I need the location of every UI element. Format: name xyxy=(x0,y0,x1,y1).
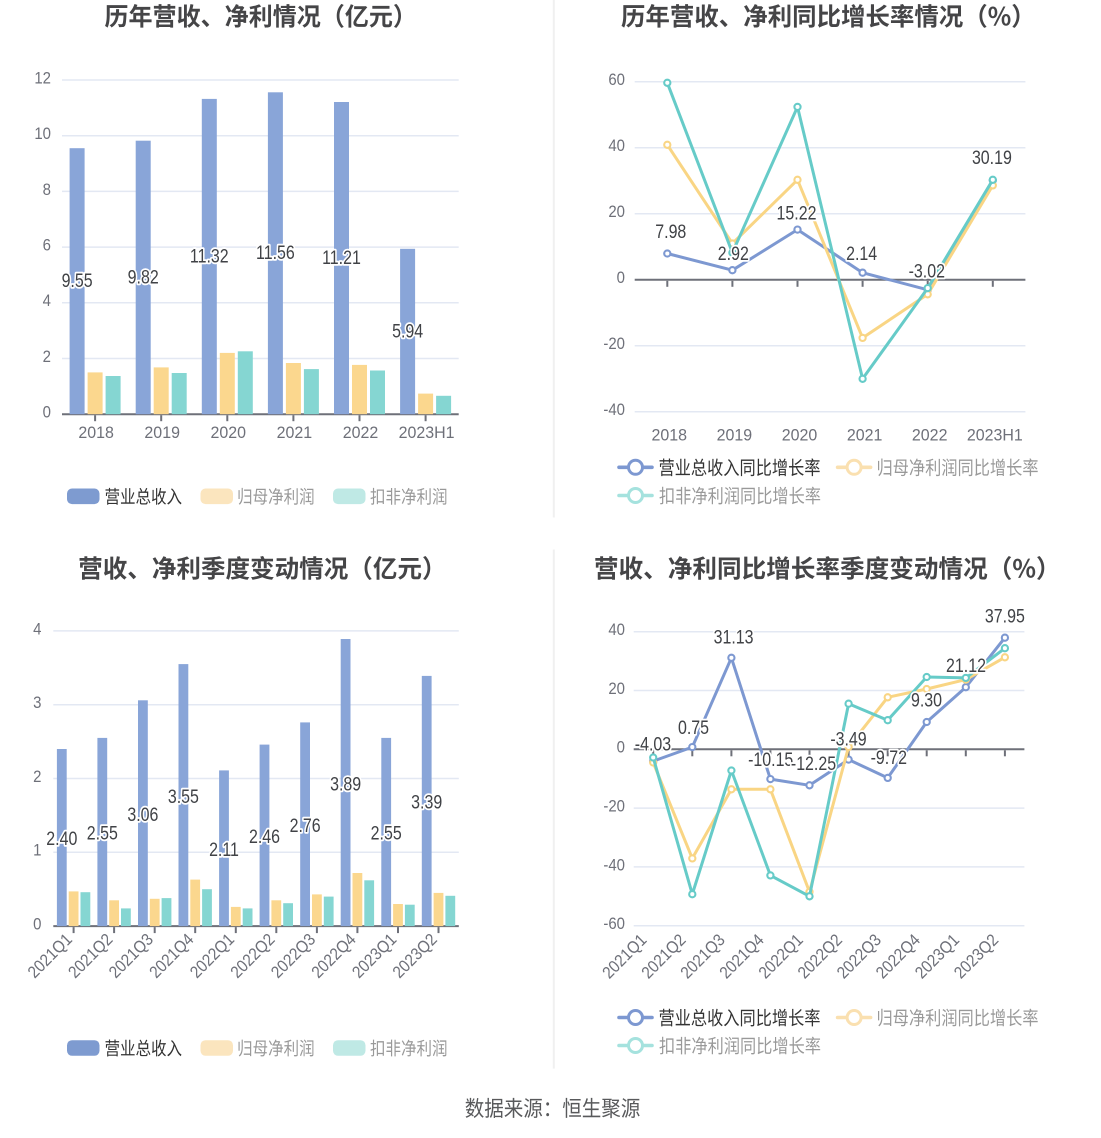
svg-text:37.95: 37.95 xyxy=(985,605,1025,627)
svg-text:2.55: 2.55 xyxy=(371,822,402,844)
svg-text:-4.03: -4.03 xyxy=(635,733,671,755)
svg-text:2019: 2019 xyxy=(717,426,753,445)
svg-text:11.56: 11.56 xyxy=(256,242,295,264)
svg-text:2020: 2020 xyxy=(211,424,247,443)
svg-text:3.89: 3.89 xyxy=(330,773,361,795)
svg-text:0.75: 0.75 xyxy=(678,717,709,739)
svg-text:-10.15: -10.15 xyxy=(748,748,793,770)
svg-text:60: 60 xyxy=(608,71,625,89)
svg-text:9.82: 9.82 xyxy=(128,266,159,288)
svg-text:8: 8 xyxy=(43,181,51,199)
svg-text:7.98: 7.98 xyxy=(655,221,686,243)
svg-text:40: 40 xyxy=(608,137,625,155)
svg-text:2021: 2021 xyxy=(847,426,883,445)
svg-text:6: 6 xyxy=(43,237,51,255)
svg-text:31.13: 31.13 xyxy=(714,626,754,648)
svg-text:-3.02: -3.02 xyxy=(909,260,945,282)
svg-text:1: 1 xyxy=(33,842,41,860)
svg-text:5.94: 5.94 xyxy=(392,320,423,342)
svg-text:0: 0 xyxy=(33,916,41,934)
svg-text:15.22: 15.22 xyxy=(777,202,817,224)
svg-text:2018: 2018 xyxy=(652,426,688,445)
svg-text:2021: 2021 xyxy=(277,424,313,443)
svg-text:40: 40 xyxy=(608,621,625,639)
svg-text:4: 4 xyxy=(43,292,51,310)
svg-text:-20: -20 xyxy=(603,335,625,353)
svg-text:3: 3 xyxy=(33,694,41,712)
svg-text:12: 12 xyxy=(34,70,51,88)
svg-text:3.39: 3.39 xyxy=(411,791,442,813)
svg-text:21.12: 21.12 xyxy=(946,655,986,677)
svg-text:2023H1: 2023H1 xyxy=(967,426,1023,445)
svg-text:-3.49: -3.49 xyxy=(830,728,866,750)
svg-text:0: 0 xyxy=(617,269,625,287)
svg-text:2022: 2022 xyxy=(912,426,948,445)
svg-text:0: 0 xyxy=(617,739,625,757)
svg-text:-12.25: -12.25 xyxy=(791,753,836,775)
svg-text:4: 4 xyxy=(33,620,41,638)
svg-text:9.30: 9.30 xyxy=(911,689,942,711)
svg-text:11.32: 11.32 xyxy=(190,245,229,267)
svg-text:10: 10 xyxy=(34,125,51,143)
svg-text:2019: 2019 xyxy=(144,424,180,443)
svg-text:-20: -20 xyxy=(603,798,625,816)
svg-text:30.19: 30.19 xyxy=(972,147,1012,169)
svg-text:2: 2 xyxy=(33,768,41,786)
svg-text:2.92: 2.92 xyxy=(718,243,749,265)
svg-text:2023H1: 2023H1 xyxy=(399,424,455,443)
svg-text:11.21: 11.21 xyxy=(322,247,361,269)
svg-text:20: 20 xyxy=(608,203,625,221)
svg-text:3.06: 3.06 xyxy=(127,804,158,826)
svg-text:2: 2 xyxy=(43,348,51,366)
svg-text:20: 20 xyxy=(608,680,625,698)
svg-text:2.46: 2.46 xyxy=(249,826,280,848)
svg-text:2.76: 2.76 xyxy=(290,815,321,837)
svg-text:-40: -40 xyxy=(603,856,625,874)
svg-text:2022: 2022 xyxy=(343,424,379,443)
svg-text:-60: -60 xyxy=(603,915,625,933)
svg-text:-40: -40 xyxy=(603,401,625,419)
svg-text:2.14: 2.14 xyxy=(846,243,877,265)
svg-text:2.11: 2.11 xyxy=(209,839,239,861)
svg-text:0: 0 xyxy=(43,404,51,422)
svg-text:3.55: 3.55 xyxy=(168,785,199,807)
svg-text:2.55: 2.55 xyxy=(87,822,118,844)
svg-text:9.55: 9.55 xyxy=(62,270,93,292)
svg-text:2.40: 2.40 xyxy=(46,828,77,850)
svg-text:2018: 2018 xyxy=(78,424,114,443)
svg-text:-9.72: -9.72 xyxy=(871,747,907,769)
svg-text:2020: 2020 xyxy=(782,426,818,445)
